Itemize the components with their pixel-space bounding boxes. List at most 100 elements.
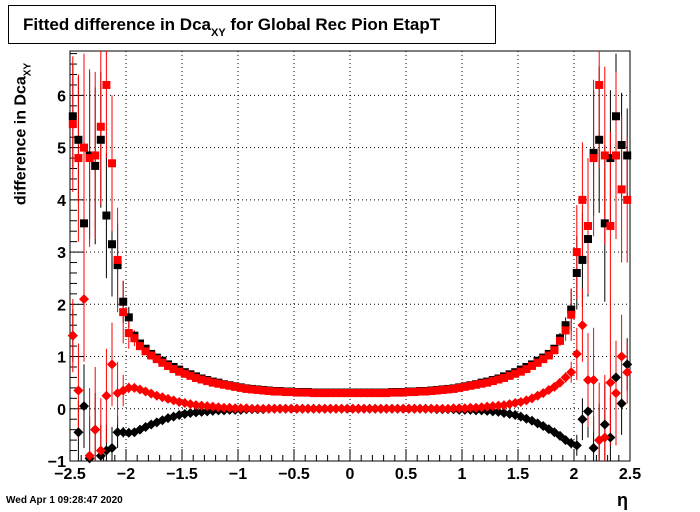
data-point-square (276, 387, 284, 396)
data-point-diamond (269, 403, 280, 414)
data-point-square (589, 148, 598, 157)
data-point-diamond (605, 377, 616, 388)
chart-title-main: Fitted difference in Dca (23, 15, 211, 34)
data-point-square (141, 347, 150, 356)
data-point-diamond (79, 294, 89, 305)
timestamp: Wed Apr 1 09:28:47 2020 (6, 495, 123, 506)
data-point-square (595, 135, 604, 144)
data-point-square (186, 371, 195, 380)
data-point-diamond (437, 403, 448, 414)
data-point-square (236, 383, 245, 392)
x-tick-label: −1 (229, 466, 247, 483)
data-point-diamond (95, 445, 106, 456)
data-point-square (572, 248, 581, 257)
data-point-diamond (622, 367, 633, 378)
data-point-square (68, 112, 77, 121)
data-point-square (102, 211, 111, 220)
data-point-square (287, 388, 296, 397)
data-point-diamond (291, 403, 302, 414)
data-point-diamond (409, 403, 420, 414)
data-point-square (612, 151, 620, 160)
data-point-square (600, 219, 609, 228)
data-point-square (516, 367, 525, 376)
data-point-square (623, 151, 632, 160)
data-point-diamond (101, 390, 112, 401)
data-point-square (152, 355, 161, 364)
x-axis-label: η (617, 490, 628, 510)
data-point-square (388, 388, 396, 397)
y-tick-label: 3 (57, 245, 66, 262)
data-point-square (522, 365, 531, 374)
data-point-square (455, 383, 464, 392)
data-point-square (264, 387, 273, 396)
data-point-square (259, 386, 268, 395)
data-point-square (438, 385, 447, 394)
data-point-square (220, 380, 228, 389)
data-point-diamond (275, 403, 285, 414)
data-point-square (326, 389, 335, 398)
x-tick-label: 0.5 (395, 466, 417, 483)
data-point-square (589, 154, 598, 163)
data-point-square (421, 387, 430, 396)
data-point-diamond (202, 406, 213, 417)
data-point-diamond (303, 403, 313, 414)
data-point-square (382, 389, 391, 398)
data-point-diamond (431, 403, 442, 414)
data-point-diamond (280, 403, 291, 414)
data-point-diamond (230, 403, 241, 414)
chart-title: Fitted difference in DcaXY for Global Re… (23, 15, 440, 39)
data-point-square (533, 358, 542, 367)
data-point-square (292, 388, 301, 397)
data-point-diamond (403, 403, 414, 414)
data-point-diamond (448, 403, 459, 414)
data-point-square (612, 112, 620, 121)
data-point-square (337, 389, 346, 398)
data-point-square (606, 221, 615, 230)
data-point-square (578, 255, 587, 264)
y-axis-label-main: difference in Dca (12, 76, 30, 206)
data-point-diamond (566, 367, 577, 378)
data-point-square (572, 268, 581, 277)
data-point-square (113, 255, 122, 264)
data-point-square (505, 371, 514, 380)
y-tick-label: 6 (57, 88, 66, 105)
data-point-square (113, 261, 122, 270)
data-point-square (404, 388, 413, 397)
data-point-square (80, 219, 88, 228)
data-point-square (539, 355, 548, 364)
data-point-square (416, 387, 424, 396)
chart-title-box: Fitted difference in DcaXY for Global Re… (8, 5, 496, 44)
y-tick-label: 5 (57, 141, 66, 158)
data-point-diamond (202, 401, 213, 412)
data-point-square (85, 154, 94, 163)
data-point-square (483, 378, 492, 387)
data-point-diamond (112, 427, 123, 438)
data-point-square (617, 141, 626, 150)
data-point-square (623, 195, 632, 204)
data-point-square (80, 143, 88, 152)
data-point-diamond (107, 359, 117, 370)
data-point-diamond (123, 382, 134, 393)
data-point-square (472, 380, 480, 389)
data-point-square (270, 387, 279, 396)
data-point-square (556, 336, 564, 345)
data-point-square (164, 361, 172, 370)
data-point-square (96, 135, 105, 144)
data-point-square (242, 384, 251, 393)
data-point-diamond (224, 402, 235, 413)
data-point-square (444, 385, 452, 394)
data-point-diamond (482, 401, 493, 412)
data-point-diamond (577, 320, 588, 331)
data-point-square (561, 326, 570, 335)
data-point-square (136, 342, 144, 351)
data-point-diamond (123, 427, 134, 438)
data-point-square (214, 379, 223, 388)
data-point-diamond (459, 403, 470, 414)
data-point-diamond (583, 406, 593, 417)
data-point-square (488, 377, 497, 386)
data-point-square (102, 80, 111, 89)
data-point-diamond (297, 403, 308, 414)
data-point-square (203, 377, 212, 386)
data-point-square (231, 382, 240, 391)
data-point-diamond (616, 351, 627, 362)
